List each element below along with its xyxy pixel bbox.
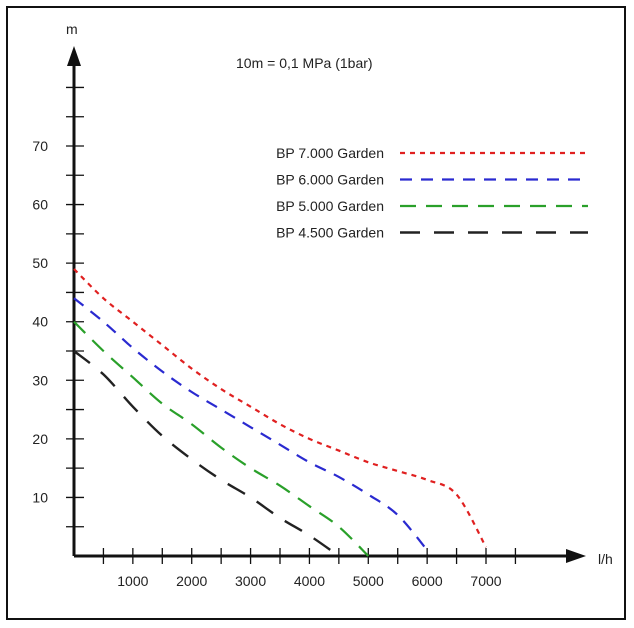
x-tick-label: 5000 [353, 573, 384, 589]
x-axis-title: l/h [598, 551, 613, 567]
y-tick-label: 60 [32, 197, 48, 213]
legend: BP 7.000 Garden BP 6.000 Garden BP 5.000 G… [276, 145, 588, 241]
legend-label: BP 6.000 Garden [276, 172, 384, 188]
y-tick-label: 20 [32, 431, 48, 447]
legend-label: BP 4.500 Garden [276, 225, 384, 241]
legend-label: BP 7.000 Garden [276, 145, 384, 161]
series-line-2 [73, 297, 428, 551]
series-line-3 [73, 320, 370, 557]
x-axis-arrow [566, 549, 586, 563]
legend-label: BP 5.000 Garden [276, 198, 384, 214]
pressure-note: 10m = 0,1 MPa (1bar) [236, 55, 373, 71]
y-tick-label: 70 [32, 138, 48, 154]
series-line-4 [73, 350, 340, 557]
chart-frame [6, 6, 626, 620]
x-tick-label: 4000 [294, 573, 325, 589]
axes: m l/h 1000 2000 3000 4000 5000 6000 7000 10 20 30 40… [32, 21, 612, 589]
y-axis-arrow [67, 46, 81, 66]
x-tick-label: 3000 [235, 573, 266, 589]
y-axis-title: m [66, 21, 78, 37]
y-tick-label: 50 [32, 255, 48, 271]
y-tick-label: 40 [32, 314, 48, 330]
series-line-1 [73, 268, 487, 548]
x-tick-label: 1000 [117, 573, 148, 589]
y-tick-label: 30 [32, 372, 48, 388]
x-tick-label: 2000 [176, 573, 207, 589]
y-tick-label: 10 [32, 489, 48, 505]
series-layer [73, 268, 487, 557]
x-tick-label: 7000 [470, 573, 501, 589]
x-tick-label: 6000 [412, 573, 443, 589]
